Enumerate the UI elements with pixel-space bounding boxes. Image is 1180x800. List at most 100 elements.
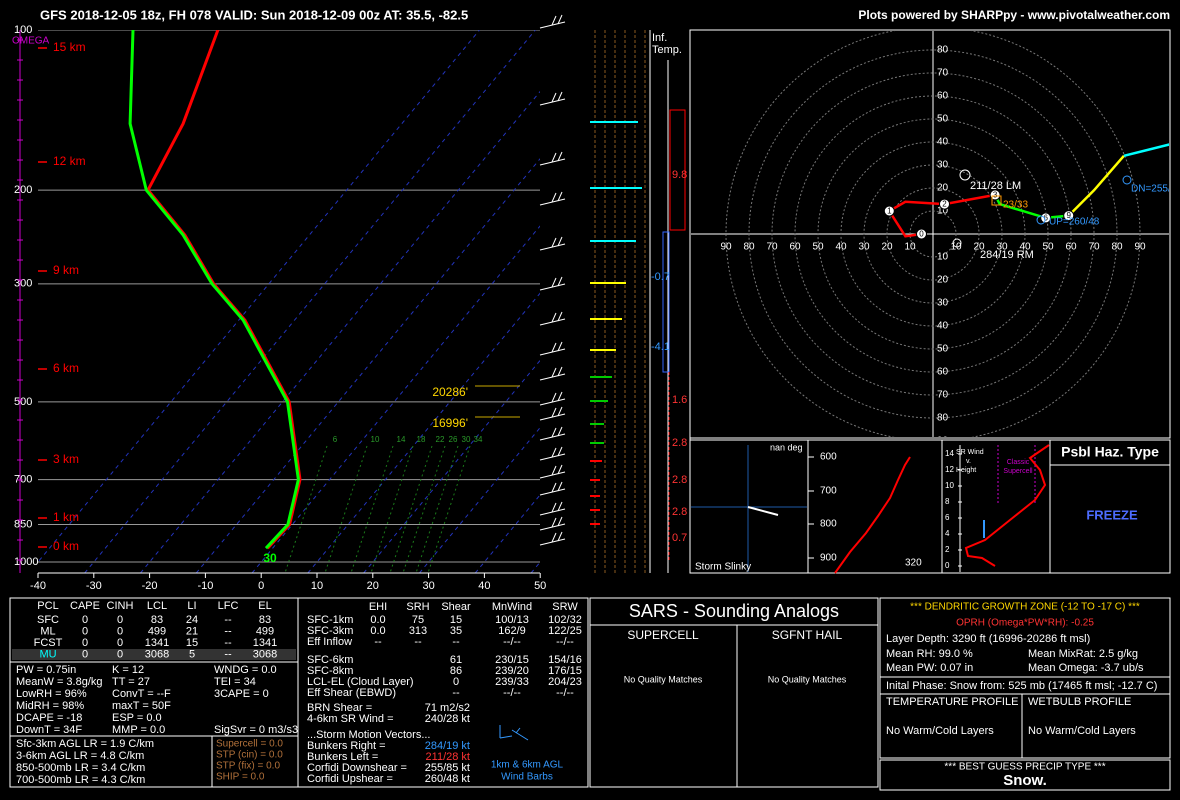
thermo-index: K = 12	[112, 664, 144, 676]
thermo-cell: MU	[39, 648, 56, 660]
hodo-ring-label: 20	[973, 242, 985, 253]
inferred-temp-value: 9.8	[672, 169, 687, 181]
kinematic-cell: 154/16	[548, 654, 582, 666]
isotherm	[307, 292, 540, 573]
thermo-header: LI	[187, 600, 196, 612]
sars-frame	[589, 597, 879, 788]
wind-barb	[557, 276, 563, 287]
mixing-ratio-label: 10	[371, 435, 380, 444]
sr-height-label: 10	[945, 481, 954, 490]
thermo-cell: --	[224, 637, 232, 649]
isotherm	[530, 561, 540, 573]
severe-param: STP (fix) = 0.0	[216, 761, 280, 772]
temp-tick-label: 10	[311, 580, 323, 592]
thermo-cell: --	[224, 648, 232, 660]
wind-barb	[557, 14, 563, 25]
thermo-index: WNDG = 0.0	[214, 664, 277, 676]
temp-tick-label: -10	[197, 580, 213, 592]
height-label: 12 km	[53, 154, 86, 168]
wind-barb	[551, 15, 557, 26]
kinematic-label: 4-6km SR Wind =	[307, 713, 394, 725]
supercell-ref-label: Classic	[1007, 459, 1030, 466]
wind-barb	[551, 237, 557, 248]
sars-heading: SGFNT HAIL	[772, 628, 843, 642]
dgz-oprh: OPRH (Omega*PW*RH): -0.25	[956, 618, 1094, 629]
precip-title: *** BEST GUESS PRECIP TYPE ***	[944, 762, 1105, 773]
hodo-trace	[1067, 154, 1125, 217]
hodo-ring-label: 30	[996, 242, 1008, 253]
hodo-ring	[771, 72, 1095, 396]
inferred-temp-value: 1.6	[672, 394, 687, 406]
storm-motion-marker	[952, 238, 962, 248]
kinematic-cell: 35	[450, 625, 462, 637]
thermo-index: 3CAPE = 0	[214, 688, 269, 700]
kinematic-cell: --	[452, 636, 460, 648]
storm-motion-marker	[959, 169, 971, 181]
lapse-rate: 3-6km AGL LR = 4.8 C/km	[16, 750, 144, 762]
wind-barb	[557, 481, 563, 492]
thermo-header: PCL	[37, 600, 58, 612]
hodo-ring-label: 10	[904, 242, 916, 253]
pressure-tick-label: 1000	[14, 556, 38, 568]
sars-title: SARS - Sounding Analogs	[629, 601, 839, 621]
sr-height-label: 8	[945, 497, 950, 506]
kinematic-value: 240/28 kt	[425, 713, 470, 725]
wind-barb	[551, 92, 557, 103]
wind-barb	[551, 427, 557, 438]
hodo-ring-label: 40	[1019, 242, 1031, 253]
wind-barb	[557, 446, 563, 457]
kinematic-cell: 102/32	[548, 614, 582, 626]
hodo-ring-label: 60	[937, 367, 949, 378]
inset-barb	[499, 735, 513, 739]
km-marker-label: 2	[942, 200, 947, 209]
kinematic-cell: SFC-1km	[307, 614, 353, 626]
wind-barb	[551, 312, 557, 323]
kinematic-cell: 86	[450, 665, 462, 677]
inferred-temp-value: 2.8	[672, 474, 687, 486]
mixing-ratio-label: 14	[397, 435, 406, 444]
thermo-header: EL	[258, 600, 271, 612]
motion-value: 211/28 kt	[426, 751, 470, 763]
hodo-ring	[725, 31, 1141, 437]
mixing-ratio-label: 26	[449, 435, 458, 444]
kinematic-cell: --/--	[503, 687, 521, 699]
pressure-tick-label: 700	[14, 473, 32, 485]
mixing-ratio-label: 18	[417, 435, 426, 444]
hodo-ring-label: 50	[812, 242, 824, 253]
hodo-ring-label: 20	[881, 242, 893, 253]
hodo-ring	[909, 210, 957, 258]
hodo-ring	[863, 164, 1003, 304]
hodo-ring-label: 70	[937, 68, 949, 79]
temp-tick-label: 40	[478, 580, 490, 592]
temp-tick-label: -20	[142, 580, 158, 592]
motion-label: Corfidi Upshear =	[307, 773, 393, 785]
kinematic-cell: 0	[453, 676, 459, 688]
kinematic-cell: 122/25	[548, 625, 582, 637]
lapse-rate: 700-500mb LR = 4.3 C/km	[16, 774, 145, 786]
hodo-ring-label: 20	[937, 183, 949, 194]
km-marker	[883, 205, 895, 217]
mixing-ratio-line	[389, 445, 433, 573]
hodo-ring-label: 30	[937, 160, 949, 171]
hodo-ring	[748, 49, 1118, 419]
wind-barb	[557, 426, 563, 437]
height-label: 1 km	[53, 510, 79, 524]
hodo-ring-label: 60	[937, 91, 949, 102]
kinematic-header: MnWind	[492, 601, 532, 613]
inferred-temp-value: 2.8	[672, 506, 687, 518]
hodo-trace	[887, 193, 996, 238]
inferred-temp-value: -0.7	[651, 271, 670, 283]
thetae-tick-label: 900	[820, 553, 837, 564]
thetae-tick-label: 700	[820, 486, 837, 497]
motion-label: Corfidi Downshear =	[307, 762, 407, 774]
mixing-ratio-line	[350, 445, 394, 573]
wind-barb	[557, 91, 563, 102]
thermo-cell: FCST	[34, 637, 63, 649]
dgz-text: Mean PW: 0.07 in	[886, 662, 973, 674]
thermo-cell: 499	[256, 625, 274, 637]
thermo-cell: 0	[82, 637, 88, 649]
kinematic-cell: 162/9	[498, 625, 526, 637]
wind-barb	[551, 447, 557, 458]
wind-barb	[557, 366, 563, 377]
hodo-ring-label: 70	[937, 390, 949, 401]
